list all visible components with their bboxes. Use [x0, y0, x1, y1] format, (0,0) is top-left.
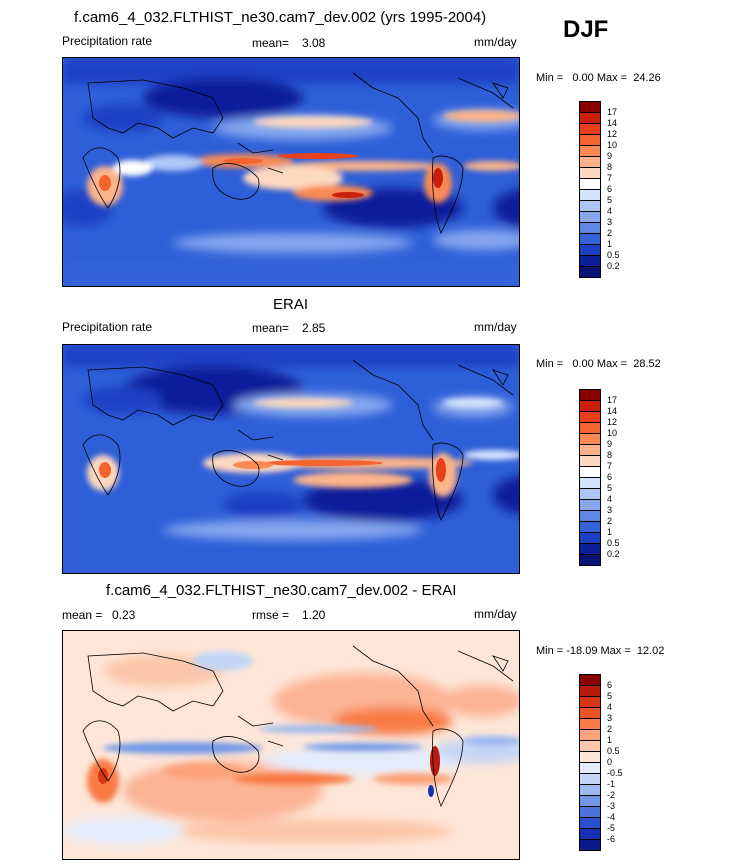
panel-3-units: mm/day: [474, 607, 517, 621]
panel-2-minmax: Min = 0.00 Max = 28.52: [536, 358, 661, 370]
panel-1-colorbar-tick: 4: [607, 206, 613, 216]
panel-1-colorbar-tick: 17: [607, 107, 618, 117]
panel-2-colorbar-tick: 14: [607, 406, 618, 416]
panel-3-colorbar-tick: 3: [607, 713, 613, 723]
panel-1-colorbar-tick: 3: [607, 217, 613, 227]
panel-2-colorbar: 17 14 12 10 9 8 7 6 5 4 3 2 1 0.5 0.2: [579, 389, 639, 567]
panel-2-colorbar-tick: 4: [607, 494, 613, 504]
panel-1-colorbar-tick: 1: [607, 239, 613, 249]
panel-3-map: [62, 630, 520, 860]
panel-2-colorbar-tick: 0.2: [607, 549, 620, 559]
panel-1-colorbar-tick: 0.2: [607, 261, 620, 271]
panel-2-colorbar-tick: 3: [607, 505, 613, 515]
panel-2-colorbar-tick: 7: [607, 461, 613, 471]
panel-3-mean-value: 0.23: [112, 608, 136, 622]
panel-1-colorbar-tick: 12: [607, 129, 618, 139]
panel-2-colorbar-tick: 8: [607, 450, 613, 460]
panel-2-colorbar-tick: 17: [607, 395, 618, 405]
panel-2-title: ERAI: [273, 296, 309, 313]
panel-2-mean-label: mean=: [252, 321, 290, 335]
panel-3-colorbar-tick: -5: [607, 823, 616, 833]
panel-3-colorbar-tick: -3: [607, 801, 616, 811]
panel-2-colorbar-tick: 6: [607, 472, 613, 482]
panel-3-colorbar-tick: 2: [607, 724, 613, 734]
panel-1-map: [62, 57, 520, 287]
panel-1-colorbar-tick: 9: [607, 151, 613, 161]
panel-3-mean-label: mean =: [62, 608, 103, 622]
panel-1-mean-value: 3.08: [302, 36, 326, 50]
panel-1-mean-label: mean=: [252, 36, 290, 50]
panel-2-colorbar-tick: 12: [607, 417, 618, 427]
panel-2-colorbar-tick: 9: [607, 439, 613, 449]
panel-2-colorbar-tick: 5: [607, 483, 613, 493]
panel-1-minmax: Min = 0.00 Max = 24.26: [536, 72, 661, 84]
panel-1-colorbar-tick: 5: [607, 195, 613, 205]
season-label: DJF: [563, 16, 609, 43]
panel-1-colorbar-cell: [579, 266, 601, 278]
panel-2-colorbar-tick: 0.5: [607, 538, 620, 548]
panel-1-colorbar-tick: 2: [607, 228, 613, 238]
panel-3-colorbar-tick: -0.5: [607, 768, 623, 778]
panel-1-colorbar-tick: 8: [607, 162, 613, 172]
panel-1-colorbar-tick: 10: [607, 140, 618, 150]
panel-3-colorbar-tick: 0: [607, 757, 613, 767]
panel-3-colorbar: 6 5 4 3 2 1 0.5 0 -0.5 -1 -2 -3 -4 -5 -6: [579, 674, 639, 856]
panel-2-mean-value: 2.85: [302, 321, 326, 335]
panel-1-colorbar-tick: 7: [607, 173, 613, 183]
panel-3-colorbar-tick: 1: [607, 735, 613, 745]
panel-1-colorbar: 17 14 12 10 9 8 7 6 5 4 3 2 1 0.5 0.2: [579, 101, 639, 279]
panel-3-colorbar-tick: 0.5: [607, 746, 620, 756]
panel-2-colorbar-cell: [579, 554, 601, 566]
panel-3-title: f.cam6_4_032.FLTHIST_ne30.cam7_dev.002 -…: [106, 582, 457, 599]
panel-1-colorbar-tick: 6: [607, 184, 613, 194]
panel-2-variable-label: Precipitation rate: [62, 320, 153, 334]
panel-1-title: f.cam6_4_032.FLTHIST_ne30.cam7_dev.002 (…: [74, 9, 487, 26]
panel-3-colorbar-tick: 4: [607, 702, 613, 712]
panel-1-colorbar-tick: 0.5: [607, 250, 620, 260]
panel-3-minmax: Min = -18.09 Max = 12.02: [536, 645, 665, 657]
panel-2-colorbar-tick: 1: [607, 527, 613, 537]
panel-3-rmse-value: 1.20: [302, 608, 326, 622]
panel-1-colorbar-tick: 14: [607, 118, 618, 128]
panel-3-colorbar-tick: 6: [607, 680, 613, 690]
panel-3-colorbar-tick: -2: [607, 790, 616, 800]
panel-2-map: [62, 344, 520, 574]
panel-3-colorbar-tick: -1: [607, 779, 616, 789]
panel-3-colorbar-tick: -4: [607, 812, 616, 822]
panel-2-colorbar-tick: 2: [607, 516, 613, 526]
panel-3-colorbar-tick: 5: [607, 691, 613, 701]
panel-1-units: mm/day: [474, 35, 517, 49]
panel-3-colorbar-cell: [579, 839, 601, 851]
panel-3-rmse-label: rmse =: [252, 608, 290, 622]
panel-2-units: mm/day: [474, 320, 517, 334]
panel-2-colorbar-tick: 10: [607, 428, 618, 438]
panel-1-variable-label: Precipitation rate: [62, 34, 153, 48]
panel-3-colorbar-tick: -6: [607, 834, 616, 844]
